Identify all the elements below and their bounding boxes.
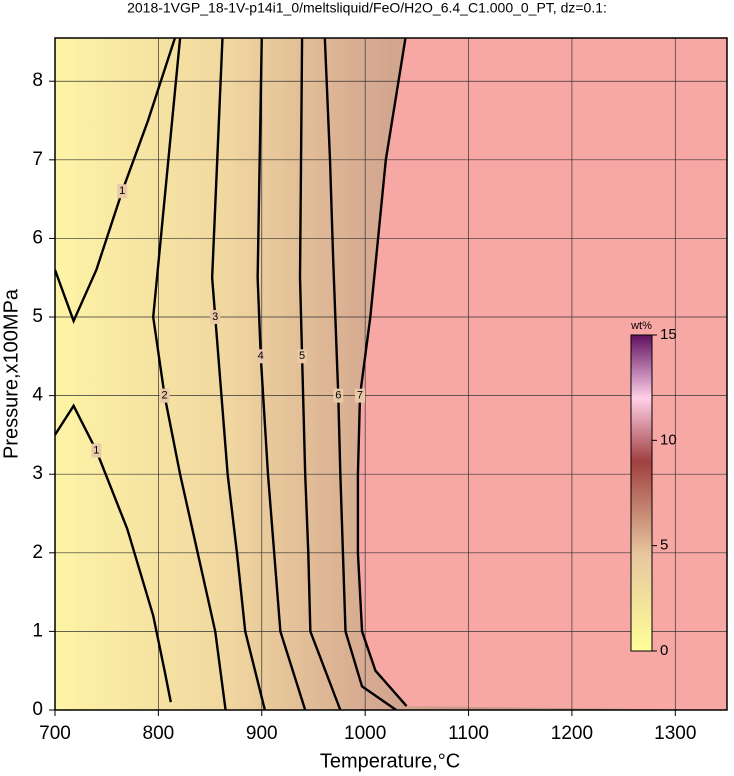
x-tick-label: 1000 [344,723,386,744]
colorbar-tick-label: 0 [660,642,668,659]
contour-label-bg [354,388,365,403]
contour-label-bg [333,388,344,403]
contour-label: 4 [258,350,264,362]
contour-line [256,38,307,710]
contour-label: 1 [119,185,125,197]
x-tick-label: 1300 [654,723,696,744]
plot-area: 1 1 2 3 4 5 6 7 [55,38,727,710]
colorbar-tick-label: 10 [660,431,677,448]
y-axis-label: Pressure,x100MPa [0,288,22,459]
contour-label: 6 [335,390,341,402]
contour-line [152,38,227,710]
x-tick-label: 800 [143,723,175,744]
x-tick-label: 700 [39,723,71,744]
contour-label-bg [210,310,221,325]
colorbar-tick-label: 15 [660,326,677,343]
contour-label: 5 [299,350,305,362]
y-tick-label: 0 [32,699,43,720]
contour-label-bg [255,349,266,364]
contour-label: 2 [162,390,168,402]
low-strip [55,38,74,710]
x-axis-label: Temperature,°C [320,750,460,772]
contour-line [210,38,267,710]
y-tick-label: 1 [32,620,43,641]
high-region [357,38,727,710]
contour-label-bg [91,443,102,458]
contour-line [356,38,408,707]
y-tick-label: 8 [32,70,43,91]
x-tick-label: 1100 [448,723,489,744]
y-tick-label: 2 [32,542,43,563]
contour-label: 1 [93,445,99,457]
x-tick-label: 1200 [551,723,593,744]
contour-line [298,38,342,710]
x-tick-label: 900 [246,723,278,744]
plot-frame [54,37,728,711]
y-tick-label: 4 [32,385,43,406]
contour-label: 3 [212,311,218,323]
contour-line [323,38,397,710]
y-tick-label: 7 [32,149,43,170]
contour-label-bg [159,388,170,403]
contour-line [55,38,177,325]
contour-line [55,403,172,703]
contour-label-bg [297,349,308,364]
colorbar-label: wt% [630,320,652,332]
contour-label-bg [117,184,128,199]
y-tick-label: 3 [32,463,43,484]
chart-title: 2018-1VGP_18-1V-p14i1_0/meltsliquid/FeO/… [127,0,607,16]
contour-label: 7 [357,390,363,402]
y-tick-label: 6 [32,227,43,248]
colorbar-tick-label: 5 [660,537,668,554]
y-tick-label: 5 [32,306,43,327]
colorbar [630,334,653,652]
